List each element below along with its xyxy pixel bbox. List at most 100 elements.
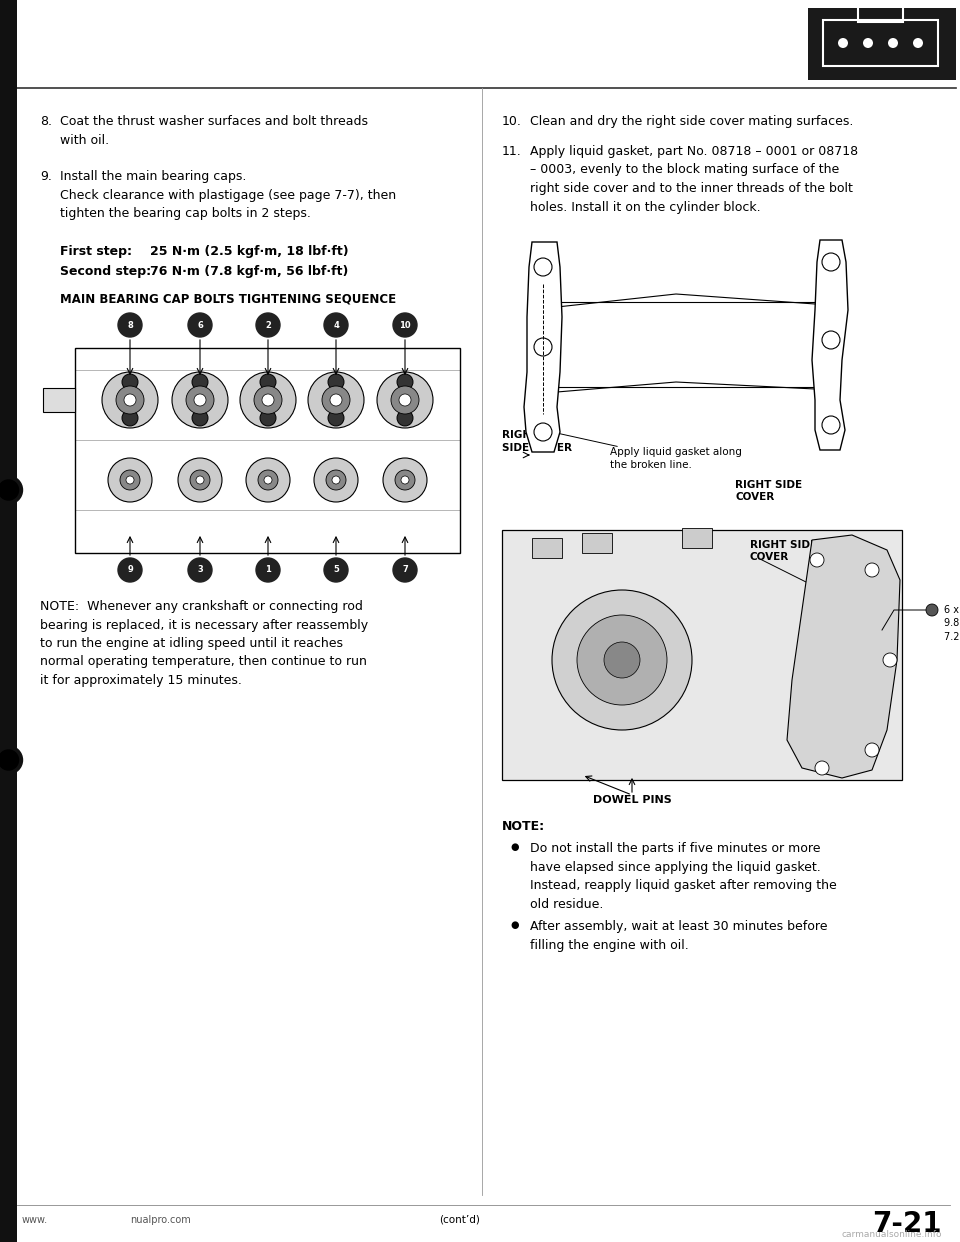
Text: Install the main bearing caps.
Check clearance with plastigage (see page 7-7), t: Install the main bearing caps. Check cle… — [60, 170, 396, 220]
Circle shape — [377, 373, 433, 428]
Text: 1: 1 — [265, 565, 271, 575]
Circle shape — [186, 386, 214, 414]
Bar — [682, 528, 712, 548]
Text: First step:: First step: — [60, 245, 132, 258]
Circle shape — [332, 476, 340, 484]
Circle shape — [383, 458, 427, 502]
Text: DOWEL PINS: DOWEL PINS — [592, 795, 671, 805]
Circle shape — [397, 374, 413, 390]
Text: 10.: 10. — [502, 116, 522, 128]
Circle shape — [328, 374, 344, 390]
Text: RIGHT SIDE
COVER: RIGHT SIDE COVER — [750, 540, 817, 563]
Text: Apply liquid gasket along
the broken line.: Apply liquid gasket along the broken lin… — [610, 447, 742, 471]
Text: MAIN BEARING CAP BOLTS TIGHTENING SEQUENCE: MAIN BEARING CAP BOLTS TIGHTENING SEQUEN… — [60, 292, 396, 306]
Text: 76 N·m (7.8 kgf·m, 56 lbf·ft): 76 N·m (7.8 kgf·m, 56 lbf·ft) — [150, 265, 348, 278]
Text: 9: 9 — [127, 565, 132, 575]
Circle shape — [240, 373, 296, 428]
Bar — [0, 0, 17, 1242]
Circle shape — [822, 332, 840, 349]
Text: 6: 6 — [197, 320, 203, 329]
Text: 10: 10 — [399, 320, 411, 329]
Bar — [808, 7, 956, 79]
Text: Do not install the parts if five minutes or more
have elapsed since applying the: Do not install the parts if five minutes… — [530, 842, 837, 910]
Circle shape — [838, 39, 848, 48]
Circle shape — [192, 410, 208, 426]
Circle shape — [260, 374, 276, 390]
Circle shape — [883, 653, 897, 667]
Circle shape — [178, 458, 222, 502]
Circle shape — [865, 563, 879, 578]
Circle shape — [391, 386, 419, 414]
Circle shape — [192, 374, 208, 390]
Circle shape — [604, 642, 640, 678]
Text: NOTE:: NOTE: — [502, 820, 545, 833]
Circle shape — [190, 469, 210, 491]
Polygon shape — [524, 242, 562, 452]
Text: ●: ● — [510, 920, 518, 930]
Text: nualpro.com: nualpro.com — [130, 1215, 191, 1225]
Circle shape — [264, 476, 272, 484]
Circle shape — [822, 416, 840, 433]
Text: ●: ● — [510, 842, 518, 852]
Bar — [823, 20, 938, 66]
Circle shape — [577, 615, 667, 705]
Text: 4: 4 — [333, 320, 339, 329]
Circle shape — [126, 476, 134, 484]
Circle shape — [108, 458, 152, 502]
Circle shape — [326, 469, 346, 491]
Text: NOTE:  Whenever any crankshaft or connecting rod
bearing is replaced, it is nece: NOTE: Whenever any crankshaft or connect… — [40, 600, 368, 687]
Text: 5: 5 — [333, 565, 339, 575]
Circle shape — [926, 604, 938, 616]
Circle shape — [393, 313, 417, 337]
Circle shape — [324, 558, 348, 582]
Text: 11.: 11. — [502, 145, 521, 158]
Text: RIGHT
SIDE COVER: RIGHT SIDE COVER — [502, 430, 572, 453]
Circle shape — [122, 410, 138, 426]
Circle shape — [314, 458, 358, 502]
Circle shape — [120, 469, 140, 491]
Bar — [43, 388, 75, 412]
Circle shape — [188, 313, 212, 337]
Circle shape — [172, 373, 228, 428]
Circle shape — [256, 313, 280, 337]
Text: 6 x 1.0 mm
9.8 N·m (1.0 kgf·m,
7.2 lbf·ft): 6 x 1.0 mm 9.8 N·m (1.0 kgf·m, 7.2 lbf·f… — [944, 605, 960, 641]
Circle shape — [534, 258, 552, 276]
Circle shape — [308, 373, 364, 428]
Circle shape — [254, 386, 282, 414]
Bar — [75, 348, 460, 553]
Bar — [502, 530, 902, 780]
Circle shape — [399, 394, 411, 406]
Text: 8.: 8. — [40, 116, 52, 128]
Text: 3: 3 — [197, 565, 203, 575]
Circle shape — [0, 750, 18, 770]
Text: 7-21: 7-21 — [873, 1210, 942, 1238]
Circle shape — [188, 558, 212, 582]
Circle shape — [118, 313, 142, 337]
Circle shape — [401, 476, 409, 484]
Circle shape — [124, 394, 136, 406]
Circle shape — [397, 410, 413, 426]
Text: www.: www. — [22, 1215, 48, 1225]
Circle shape — [194, 394, 206, 406]
Circle shape — [888, 39, 898, 48]
Circle shape — [118, 558, 142, 582]
Text: (cont’d): (cont’d) — [439, 1215, 480, 1225]
Circle shape — [328, 410, 344, 426]
Text: carmanualsonline.info: carmanualsonline.info — [842, 1230, 942, 1240]
Text: RIGHT SIDE
COVER: RIGHT SIDE COVER — [735, 479, 803, 503]
Text: Apply liquid gasket, part No. 08718 – 0001 or 08718
– 0003, evenly to the block : Apply liquid gasket, part No. 08718 – 00… — [530, 145, 858, 214]
Circle shape — [324, 313, 348, 337]
Circle shape — [260, 410, 276, 426]
Circle shape — [0, 476, 22, 504]
Text: Coat the thrust washer surfaces and bolt threads
with oil.: Coat the thrust washer surfaces and bolt… — [60, 116, 368, 147]
Polygon shape — [787, 535, 900, 777]
Bar — [532, 538, 562, 558]
Circle shape — [330, 394, 342, 406]
Circle shape — [393, 558, 417, 582]
Text: After assembly, wait at least 30 minutes before
filling the engine with oil.: After assembly, wait at least 30 minutes… — [530, 920, 828, 951]
Text: 9.: 9. — [40, 170, 52, 183]
Circle shape — [810, 553, 824, 568]
Circle shape — [122, 374, 138, 390]
Circle shape — [395, 469, 415, 491]
Polygon shape — [812, 240, 848, 450]
